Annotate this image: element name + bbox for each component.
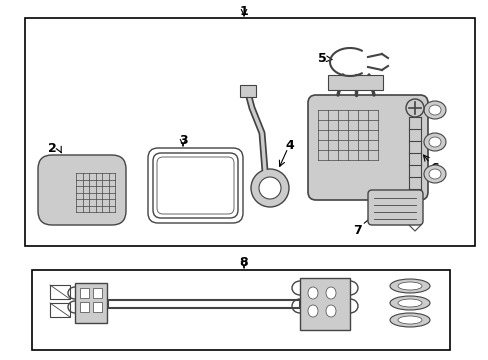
Text: 1: 1 — [239, 5, 248, 18]
Ellipse shape — [389, 313, 429, 327]
FancyBboxPatch shape — [153, 153, 238, 218]
Ellipse shape — [423, 165, 445, 183]
Ellipse shape — [250, 169, 288, 207]
Bar — [299, 278, 349, 330]
FancyBboxPatch shape — [157, 157, 234, 214]
Ellipse shape — [405, 99, 423, 117]
Ellipse shape — [397, 299, 421, 307]
Bar — [80, 288, 89, 298]
Bar — [93, 288, 102, 298]
Bar — [75, 283, 107, 323]
Text: 6: 6 — [430, 162, 438, 175]
FancyBboxPatch shape — [307, 95, 427, 200]
Ellipse shape — [389, 279, 429, 293]
Text: 4: 4 — [285, 139, 294, 152]
Bar — [240, 85, 256, 97]
FancyBboxPatch shape — [148, 148, 243, 223]
Ellipse shape — [428, 105, 440, 115]
Ellipse shape — [397, 316, 421, 324]
Ellipse shape — [423, 101, 445, 119]
Ellipse shape — [307, 287, 317, 299]
Text: 8: 8 — [239, 256, 248, 270]
Ellipse shape — [325, 287, 335, 299]
FancyBboxPatch shape — [38, 155, 126, 225]
Bar — [50, 285, 70, 299]
Bar — [80, 302, 89, 312]
Ellipse shape — [428, 137, 440, 147]
Bar — [25, 18, 474, 246]
Ellipse shape — [307, 305, 317, 317]
Ellipse shape — [325, 305, 335, 317]
Bar — [32, 270, 449, 350]
Text: 3: 3 — [178, 134, 187, 147]
Bar — [93, 302, 102, 312]
Text: 2: 2 — [47, 141, 56, 154]
Bar — [50, 303, 70, 317]
Ellipse shape — [428, 169, 440, 179]
Bar — [327, 75, 382, 90]
Text: 7: 7 — [353, 224, 362, 237]
Ellipse shape — [423, 133, 445, 151]
Text: 5: 5 — [317, 51, 325, 64]
Ellipse shape — [397, 282, 421, 290]
FancyBboxPatch shape — [367, 190, 422, 225]
Ellipse shape — [259, 177, 281, 199]
Ellipse shape — [389, 296, 429, 310]
